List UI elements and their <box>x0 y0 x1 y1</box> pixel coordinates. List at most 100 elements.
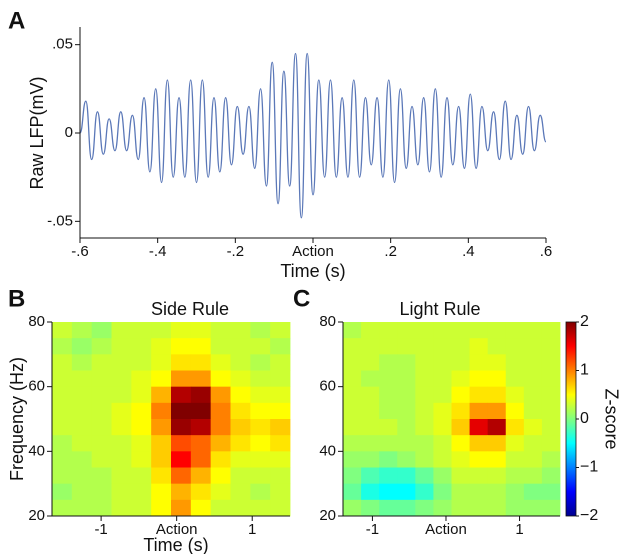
heatmap-cell <box>343 370 362 388</box>
heatmap-cell <box>151 402 172 420</box>
lfp-trace <box>79 52 547 219</box>
heatmap-cell <box>487 435 507 452</box>
heatmap-cell <box>171 322 192 339</box>
heatmap-cell <box>433 435 452 452</box>
colorbar-tick-label: 1 <box>580 362 589 379</box>
heatmap-cell <box>131 451 152 468</box>
heatmap-cell <box>250 322 271 339</box>
heatmap-cell <box>151 419 172 436</box>
heatmap-cell <box>52 467 73 485</box>
heatmap-cell <box>131 467 152 485</box>
heatmap-cell <box>451 467 470 485</box>
heatmap-cell <box>190 354 212 371</box>
heatmap-cell <box>523 386 543 404</box>
heatmap-cell <box>505 370 525 388</box>
heatmap-cell <box>523 354 543 371</box>
heatmap-cell <box>270 467 291 485</box>
x-tick-label: .6 <box>540 243 553 260</box>
heatmap-cell <box>433 402 452 420</box>
heatmap-cell <box>111 451 132 468</box>
heatmap-cell <box>361 419 380 436</box>
heatmap-cell <box>171 370 192 388</box>
heatmap-cell <box>379 419 398 436</box>
heatmap-cell <box>52 451 73 468</box>
heatmap-cell <box>541 354 561 371</box>
heatmap-cell <box>230 402 251 420</box>
colorbar-tick-label: 0 <box>580 410 589 427</box>
heatmap-cell <box>361 370 380 388</box>
heatmap-cell <box>541 499 561 517</box>
x-tick-label: 1 <box>515 521 523 538</box>
heatmap-cell <box>451 402 470 420</box>
heatmap-cell <box>505 435 525 452</box>
heatmap-cell <box>451 354 470 371</box>
heatmap-cell <box>379 402 398 420</box>
heatmap-cell <box>397 499 416 517</box>
heatmap-cell <box>171 338 192 355</box>
heatmap-cell <box>250 402 271 420</box>
colorbar <box>565 321 577 517</box>
y-tick-label: 40 <box>319 442 336 459</box>
heatmap-cell <box>111 419 132 436</box>
panel-letter: A <box>8 7 25 34</box>
colorbar-tick-label: −2 <box>580 507 598 524</box>
heatmap-cell <box>71 499 93 517</box>
heatmap-cell <box>52 419 73 436</box>
heatmap-cell <box>343 467 362 485</box>
heatmap-cell <box>469 483 489 501</box>
panel-letter: B <box>8 285 25 312</box>
heatmap-cell <box>190 370 212 388</box>
heatmap-cell <box>397 386 416 404</box>
x-axis-label: Time (s) <box>280 261 345 281</box>
x-tick-label: -.2 <box>227 243 245 260</box>
heatmap-cell <box>250 467 271 485</box>
heatmap-cell <box>190 467 212 485</box>
heatmap-cell <box>71 322 93 339</box>
heatmap-cell <box>131 402 152 420</box>
heatmap-cell <box>111 338 132 355</box>
heatmap-cell <box>52 322 73 339</box>
heatmap-cell <box>451 451 470 468</box>
heatmap-cell <box>415 467 434 485</box>
heatmap-cell <box>250 370 271 388</box>
heatmap-cell <box>230 483 251 501</box>
heatmap-cell <box>270 338 291 355</box>
heatmap-cell <box>433 451 452 468</box>
heatmap-cell <box>505 402 525 420</box>
heatmap-cell <box>343 435 362 452</box>
heatmap-cell <box>505 451 525 468</box>
heatmap-cell <box>190 419 212 436</box>
y-axis-label: Frequency (Hz) <box>7 357 27 481</box>
heatmap-cell <box>91 386 112 404</box>
heatmap-cell <box>415 419 434 436</box>
heatmap-cell <box>151 322 172 339</box>
heatmap-cell <box>270 370 291 388</box>
heatmap-cell <box>190 483 212 501</box>
heatmap-cell <box>131 419 152 436</box>
heatmap-cell <box>230 499 251 517</box>
heatmap-cell <box>379 483 398 501</box>
heatmap-cell <box>451 370 470 388</box>
heatmap-cell <box>343 483 362 501</box>
heatmap-cell <box>415 338 434 355</box>
heatmap-cell <box>523 419 543 436</box>
heatmap-cell <box>111 499 132 517</box>
heatmap-cell <box>131 338 152 355</box>
y-tick-label: 40 <box>28 442 45 459</box>
heatmap-cell <box>230 338 251 355</box>
heatmap-cell <box>379 435 398 452</box>
heatmap-cell <box>91 402 112 420</box>
heatmap-cell <box>71 354 93 371</box>
heatmap-cell <box>505 419 525 436</box>
heatmap-cell <box>210 354 231 371</box>
heatmap-cell <box>343 386 362 404</box>
heatmap-cell <box>343 419 362 436</box>
heatmap-cell <box>433 499 452 517</box>
heatmap-cell <box>505 354 525 371</box>
heatmap-cell <box>151 386 172 404</box>
heatmap-cell <box>71 467 93 485</box>
y-tick-label: 0 <box>65 124 73 141</box>
heatmap-cell <box>250 338 271 355</box>
heatmap-cell <box>523 402 543 420</box>
